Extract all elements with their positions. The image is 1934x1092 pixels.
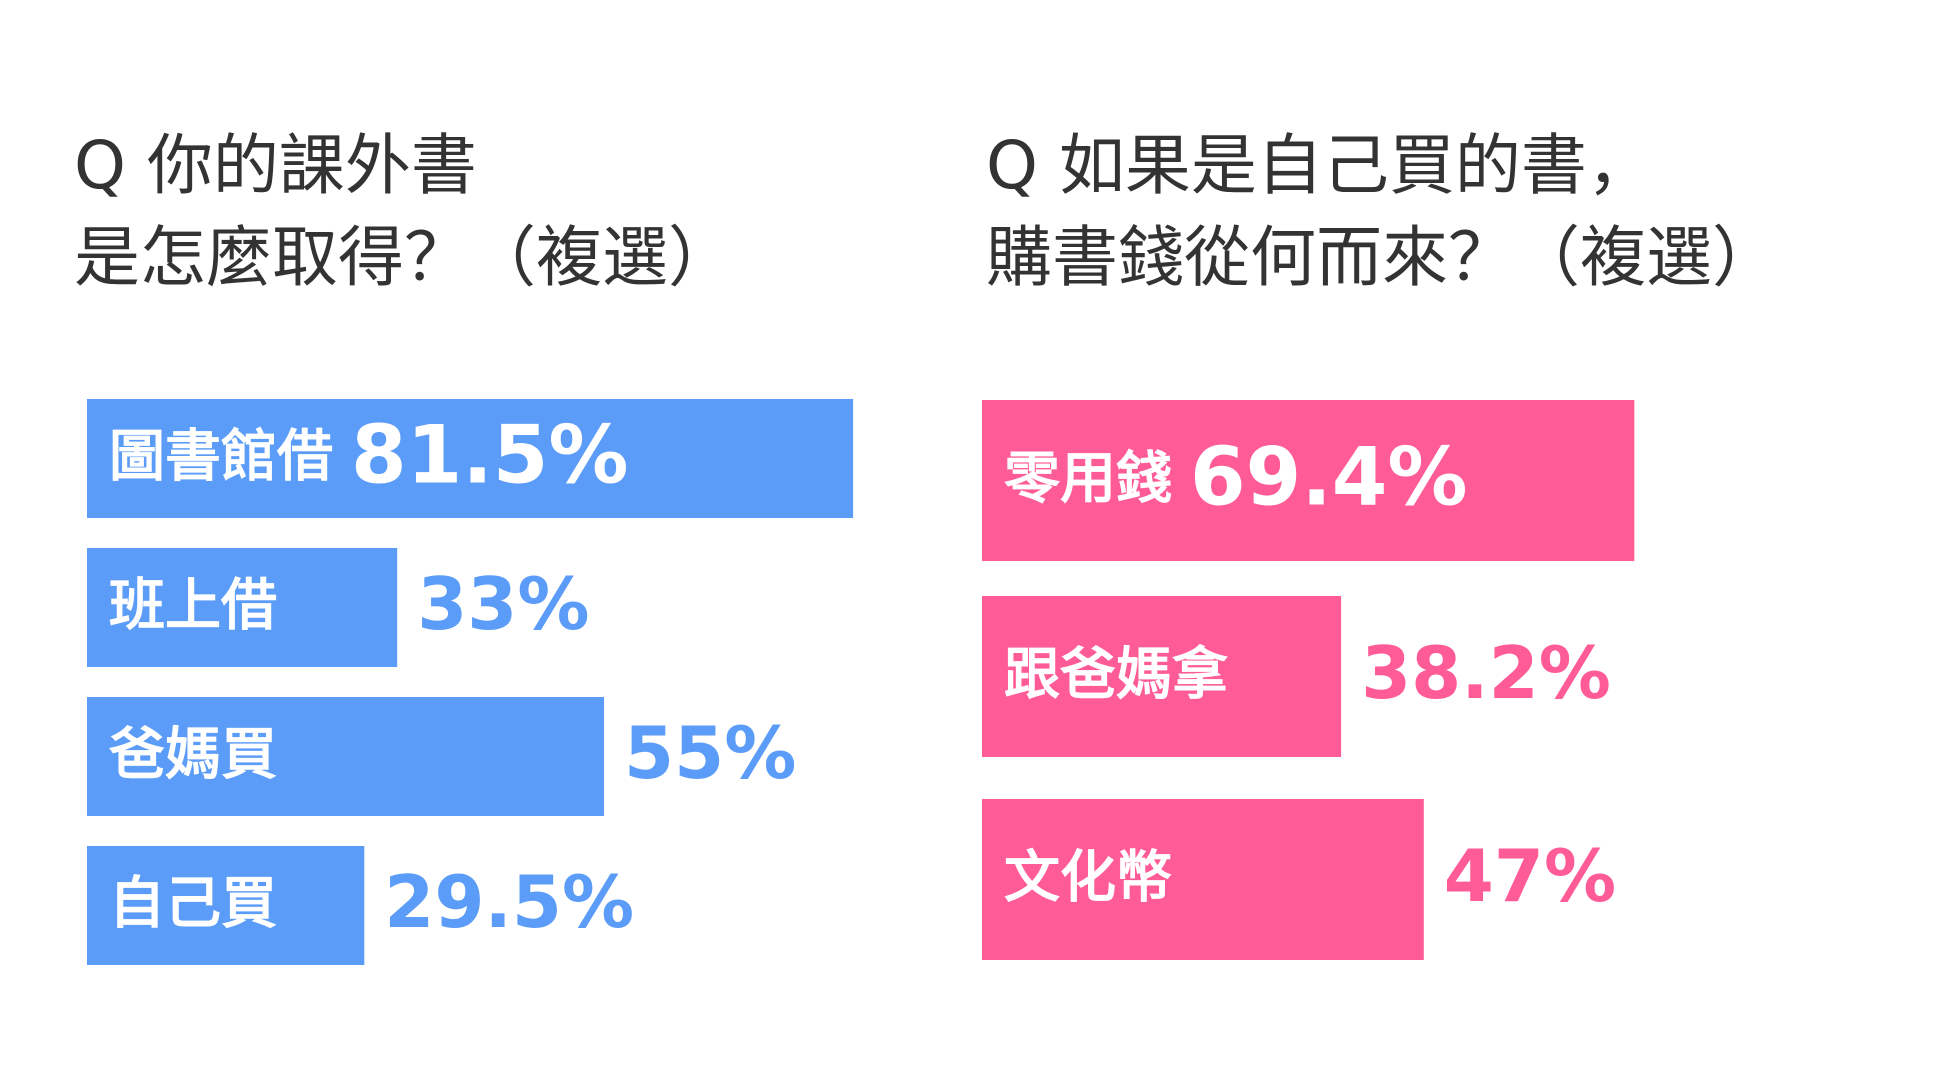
category-label: 文化幣 — [1004, 846, 1172, 911]
bar — [982, 799, 1424, 960]
value-label: 38.2% — [1361, 631, 1611, 715]
value-label: 69.4% — [1190, 430, 1468, 523]
chart-title: 是怎麼取得？（複選） — [74, 219, 734, 296]
value-label: 33% — [417, 562, 589, 646]
bar — [982, 596, 1342, 757]
value-label: 29.5% — [384, 860, 634, 944]
bar — [87, 548, 398, 667]
bar — [87, 697, 604, 816]
category-label: 零用錢 — [1004, 447, 1172, 512]
value-label: 47% — [1444, 834, 1616, 918]
category-label: 跟爸媽拿 — [1004, 643, 1229, 708]
category-label: 爸媽買 — [108, 723, 277, 788]
category-label: 自己買 — [109, 872, 277, 937]
bar — [87, 846, 365, 965]
chart-title: Q 你的課外書 — [74, 127, 477, 204]
category-label: 班上借 — [109, 574, 277, 639]
bar — [982, 400, 1635, 561]
category-label: 圖書館借 — [109, 425, 333, 490]
value-label: 81.5% — [351, 408, 629, 501]
bar — [87, 399, 854, 518]
chart-title: 購書錢從何而來？（複選） — [986, 219, 1778, 296]
chart-title: Q 如果是自己買的書， — [986, 127, 1653, 204]
value-label: 55% — [624, 711, 796, 795]
